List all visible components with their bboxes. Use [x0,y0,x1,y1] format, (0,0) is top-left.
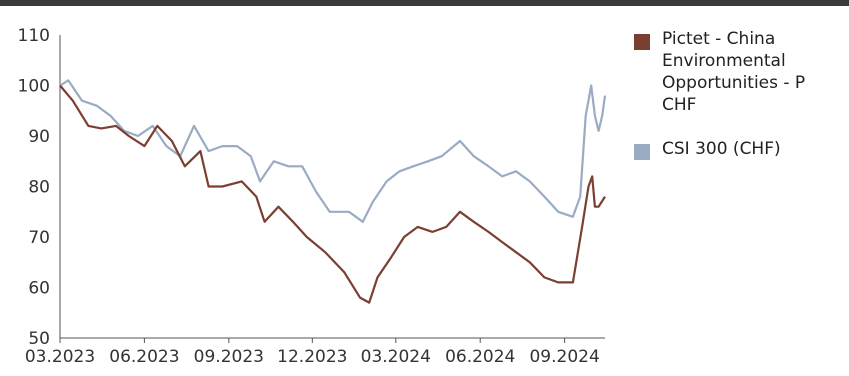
x-tick-label: 06.2024 [445,347,515,367]
x-tick-label: 06.2023 [109,347,179,367]
y-tick-label: 50 [28,329,50,349]
y-tick-label: 80 [28,178,50,198]
x-tick-label: 03.2024 [361,347,431,367]
series-line-fund [59,84,606,304]
legend: Pictet - China Environmental Opportuniti… [634,28,844,182]
y-tick-label: 100 [18,77,50,97]
x-tick-label: 09.2023 [194,347,264,367]
x-tick-label: 03.2023 [25,347,95,367]
y-tick-label: 110 [18,26,50,46]
legend-item-fund: Pictet - China Environmental Opportuniti… [634,28,844,116]
x-tick-label: 12.2023 [277,347,347,367]
legend-item-index: CSI 300 (CHF) [634,138,844,160]
series-line-index [59,79,607,223]
legend-swatch-index [634,144,650,160]
y-tick-label: 60 [28,279,50,299]
y-tick-label: 90 [28,127,50,147]
top-rule [0,0,849,6]
legend-label-index: CSI 300 (CHF) [662,139,781,159]
y-tick-label: 70 [28,228,50,248]
x-tick-label: 09.2024 [529,347,599,367]
legend-label-fund: Pictet - China Environmental Opportuniti… [662,29,806,115]
legend-swatch-fund [634,34,650,50]
